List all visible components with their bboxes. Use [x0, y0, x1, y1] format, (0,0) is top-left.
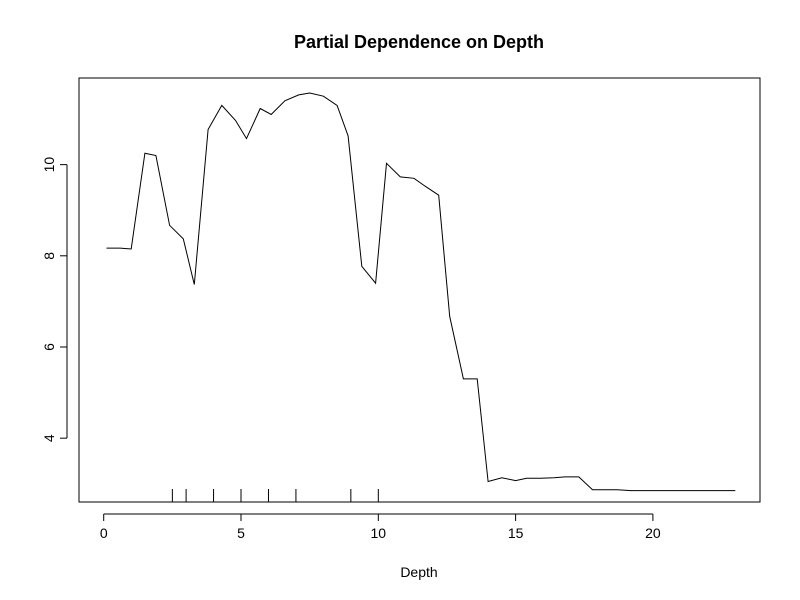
x-tick-label: 0 [100, 525, 108, 541]
partial-dependence-line [106, 92, 736, 492]
y-axis: 4 6 8 10 [41, 157, 68, 442]
y-tick-label: 10 [41, 157, 57, 173]
y-tick-label: 8 [41, 252, 57, 260]
x-tick-label: 5 [237, 525, 245, 541]
rug-marks [171, 489, 379, 502]
x-tick-label: 15 [508, 525, 524, 541]
plot-frame [78, 77, 761, 503]
chart-title: Partial Dependence on Depth [294, 32, 544, 52]
y-tick-label: 4 [41, 434, 57, 442]
x-tick-label: 20 [645, 525, 661, 541]
x-axis-label: Depth [400, 564, 437, 580]
x-axis: 0 5 10 15 20 [100, 513, 661, 541]
x-tick-label: 10 [371, 525, 387, 541]
y-tick-label: 6 [41, 343, 57, 351]
